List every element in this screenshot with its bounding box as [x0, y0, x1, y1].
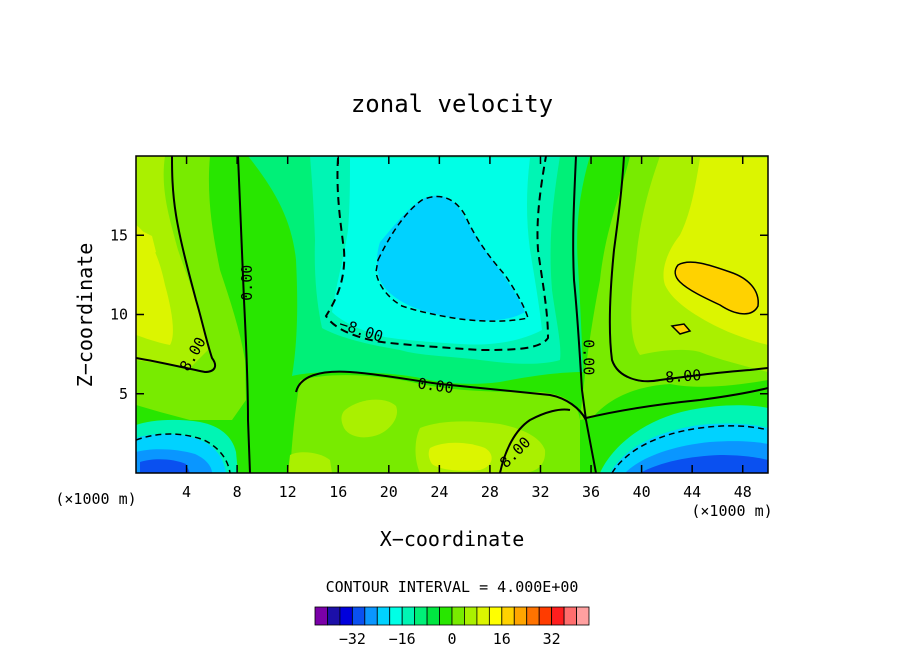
blob-contour — [674, 261, 759, 315]
colorbar-swatch — [339, 606, 353, 626]
zero-contour-middle — [295, 370, 587, 421]
chart-title: zonal velocity — [351, 90, 553, 118]
x-tick-label: 12 — [279, 483, 297, 501]
field-bottom-left-deep — [140, 459, 190, 473]
colorbar-tick-label: 16 — [493, 630, 511, 648]
eight-contour-left — [136, 156, 217, 374]
x-tick-label: 44 — [683, 483, 701, 501]
colorbar-swatch — [451, 606, 465, 626]
x-tick-label: 20 — [380, 483, 398, 501]
contour-label-group: 8.00 — [665, 366, 702, 386]
colorbar-swatch — [401, 606, 416, 626]
zero-contour-right — [572, 156, 597, 473]
colorbar-swatch — [364, 606, 378, 626]
contour-label-group: 0.00 — [416, 374, 454, 397]
field-center-cyan-core — [377, 195, 525, 321]
colorbar-swatch — [551, 606, 565, 626]
colorbar-swatch — [513, 606, 528, 626]
y-axis-label: Z−coordinate — [73, 243, 97, 388]
bottom-left-dashed — [136, 433, 231, 473]
x-unit-right: (×1000 m) — [691, 502, 772, 520]
colorbar-tick-label: 0 — [447, 630, 456, 648]
contour-label-group: 0.00 — [580, 339, 598, 375]
x-axis-label: X−coordinate — [380, 527, 525, 551]
colorbar-swatch — [526, 606, 540, 626]
x-axis: 4 8 12 16 20 24 28 32 36 40 44 48 — [182, 156, 752, 501]
colorbar-swatch — [576, 606, 590, 626]
field-lower-small-blob — [288, 452, 332, 473]
colorbar-swatch — [439, 606, 453, 626]
field-bottom-right-deep — [640, 455, 768, 473]
x-tick-label: 8 — [233, 483, 242, 501]
contour-lines — [136, 156, 768, 473]
x-tick-label: 32 — [531, 483, 549, 501]
x-tick-label: 24 — [430, 483, 448, 501]
small-blob-contour — [670, 323, 692, 335]
colorbar-swatch — [327, 606, 341, 626]
contour-label: 0.00 — [416, 374, 454, 397]
colorbar-swatch — [314, 606, 328, 626]
y-tick-label: 10 — [110, 306, 128, 324]
field-lower-yellow-blob — [428, 442, 492, 471]
contour-label: 8.00 — [665, 366, 702, 386]
x-tick-label: 48 — [734, 483, 752, 501]
y-axis: 5 10 15 — [110, 226, 768, 403]
x-unit-left: (×1000 m) — [55, 490, 136, 508]
zero-contour-left — [237, 156, 251, 473]
colorbar-swatch — [476, 606, 490, 626]
colorbar-swatch — [501, 606, 515, 626]
x-tick-label: 16 — [329, 483, 347, 501]
eight-contour-right — [608, 156, 768, 383]
colorbar-swatch — [389, 606, 403, 626]
colorbar-swatch — [414, 606, 428, 626]
colorbar-tick-label: 32 — [543, 630, 561, 648]
neg-sixteen-contour — [375, 195, 529, 322]
colorbar-swatch — [488, 606, 503, 626]
colorbar-swatch — [538, 606, 553, 626]
contour-field: 0.008.00−8.000.008.000.008.00 — [136, 156, 768, 473]
x-tick-label: 36 — [582, 483, 600, 501]
contour-label: 0.00 — [580, 339, 598, 375]
colorbar-tick-label: −32 — [339, 630, 366, 648]
y-tick-label: 5 — [119, 385, 128, 403]
contour-label-group: 0.00 — [238, 265, 256, 301]
y-tick-label: 15 — [110, 226, 128, 244]
colorbar: −32 −16 0 16 32 — [314, 606, 590, 648]
contour-label: 0.00 — [238, 265, 256, 301]
x-tick-label: 4 — [182, 483, 191, 501]
colorbar-swatch — [426, 606, 440, 626]
colorbar-swatch — [351, 606, 366, 626]
colorbar-swatch — [464, 606, 478, 626]
zero-contour-right-branch — [585, 387, 768, 419]
contour-interval-text: CONTOUR INTERVAL = 4.000E+00 — [326, 578, 579, 596]
colorbar-swatch — [376, 606, 391, 626]
bottom-right-dashed — [611, 425, 768, 473]
x-tick-label: 28 — [481, 483, 499, 501]
colorbar-tick-label: −16 — [389, 630, 416, 648]
field-lower-left-blob — [341, 399, 398, 438]
x-tick-label: 40 — [633, 483, 651, 501]
neg-eight-contour — [324, 156, 550, 352]
colorbar-swatch — [563, 606, 577, 626]
lower-eight-contour — [499, 408, 571, 473]
